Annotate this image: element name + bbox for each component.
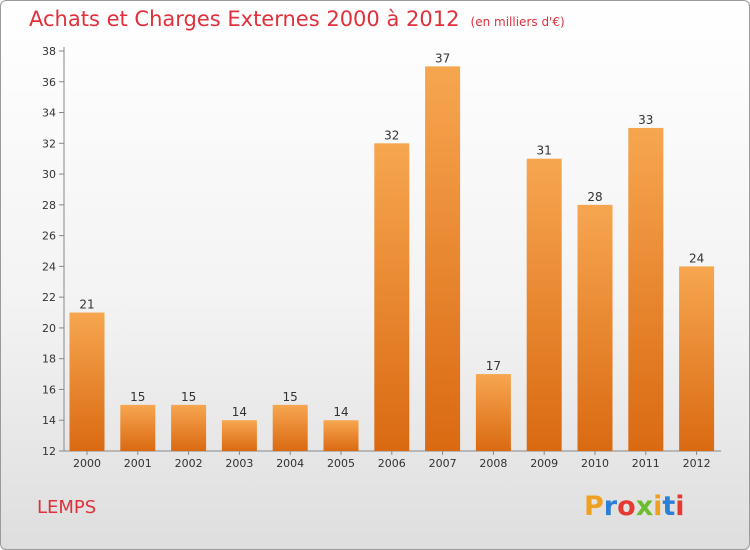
y-tick-label: 24: [42, 260, 56, 273]
value-label-2011: 33: [638, 113, 653, 127]
x-tick-label-2009: 2009: [530, 457, 558, 470]
bar-2005: [323, 420, 359, 451]
title-unit: (en milliers d'€): [470, 15, 565, 29]
bar-2008: [475, 374, 511, 451]
x-tick-label-2012: 2012: [683, 457, 711, 470]
value-label-2005: 14: [333, 405, 348, 419]
value-label-2007: 37: [435, 51, 450, 65]
value-label-2008: 17: [486, 359, 501, 373]
y-tick-label: 22: [42, 291, 56, 304]
y-tick-label: 26: [42, 230, 56, 243]
bar-2012: [679, 266, 715, 451]
y-tick-label: 32: [42, 137, 56, 150]
x-tick-label-2000: 2000: [73, 457, 101, 470]
bar-2009: [526, 158, 562, 451]
x-tick-label-2003: 2003: [225, 457, 253, 470]
x-tick-label-2004: 2004: [276, 457, 304, 470]
bar-2001: [120, 404, 156, 451]
axes: 12 14 16 18 20 22 24 26 28 30 32 34 36 38: [42, 45, 721, 458]
bar-2003: [221, 420, 257, 451]
value-label-2012: 24: [689, 251, 704, 265]
labels: 21 2000 15 2001 15 2002 14 2003 15 2004 14 2005 32 20…: [73, 51, 711, 470]
value-label-2002: 15: [181, 390, 196, 404]
bar-2000: [69, 312, 105, 451]
logo-letter: i: [675, 491, 685, 522]
logo-letter: o: [617, 491, 636, 522]
x-tick-label-2002: 2002: [175, 457, 203, 470]
proxiti-logo[interactable]: Proxiti: [584, 491, 685, 522]
y-tick-label: 28: [42, 199, 56, 212]
title-main: Achats et Charges Externes 2000 à 2012: [29, 7, 460, 31]
bar-2002: [171, 404, 207, 451]
bar-2006: [374, 143, 410, 452]
value-label-2000: 21: [79, 298, 94, 312]
location-name: LEMPS: [37, 497, 97, 518]
logo-letter: r: [603, 491, 618, 522]
x-tick-label-2010: 2010: [581, 457, 609, 470]
y-tick-label: 30: [42, 168, 56, 181]
bar-2011: [628, 127, 664, 451]
bar-2010: [577, 204, 613, 451]
logo-letter: x: [635, 491, 654, 522]
value-label-2001: 15: [130, 390, 145, 404]
chart-title: Achats et Charges Externes 2000 à 2012 (…: [29, 7, 565, 31]
bar-2007: [425, 66, 461, 451]
x-tick-label-2006: 2006: [378, 457, 406, 470]
y-tick-label: 16: [42, 383, 56, 396]
value-label-2003: 14: [232, 405, 247, 419]
bars: [69, 66, 715, 452]
x-tick-label-2007: 2007: [429, 457, 457, 470]
logo-letter: t: [662, 491, 676, 522]
y-tick-label: 20: [42, 322, 56, 335]
logo-letter: i: [653, 491, 663, 522]
y-tick-label: 38: [42, 45, 56, 58]
y-tick-label: 34: [42, 107, 56, 120]
y-tick-label: 12: [42, 445, 56, 458]
logo-letter: P: [584, 491, 604, 522]
x-tick-label-2011: 2011: [632, 457, 660, 470]
x-tick-label-2001: 2001: [124, 457, 152, 470]
y-tick-label: 36: [42, 76, 56, 89]
bar-2004: [272, 404, 308, 451]
x-tick-label-2008: 2008: [479, 457, 507, 470]
x-tick-label-2005: 2005: [327, 457, 355, 470]
value-label-2010: 28: [587, 190, 602, 204]
y-tick-label: 14: [42, 414, 56, 427]
value-label-2009: 31: [537, 144, 552, 158]
y-tick-label: 18: [42, 353, 56, 366]
value-label-2006: 32: [384, 128, 399, 142]
value-label-2004: 15: [283, 390, 298, 404]
